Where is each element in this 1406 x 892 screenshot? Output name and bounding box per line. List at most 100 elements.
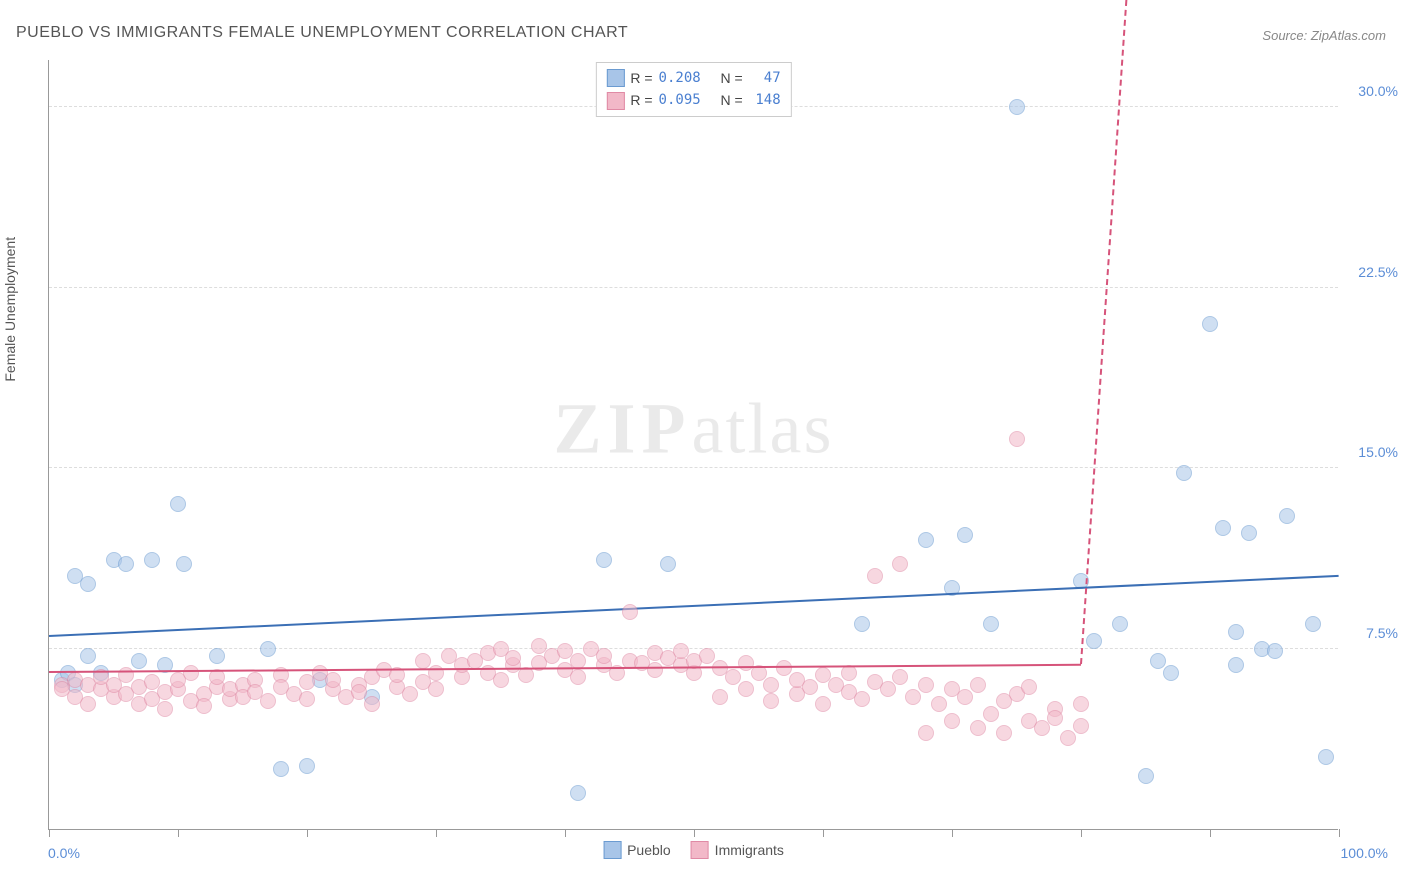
scatter-point (80, 648, 96, 664)
stat-n-label: N = (720, 89, 742, 111)
scatter-point (570, 653, 586, 669)
scatter-point (1021, 679, 1037, 695)
scatter-point (157, 701, 173, 717)
scatter-point (209, 648, 225, 664)
scatter-point (1163, 665, 1179, 681)
x-tick (1210, 829, 1211, 837)
chart-title: PUEBLO VS IMMIGRANTS FEMALE UNEMPLOYMENT… (16, 24, 628, 42)
scatter-point (80, 576, 96, 592)
scatter-point (428, 665, 444, 681)
stat-r-label: R = (630, 89, 652, 111)
legend-item: Immigrants (691, 841, 784, 859)
watermark-bold: ZIP (554, 389, 692, 469)
scatter-point (1112, 616, 1128, 632)
scatter-point (892, 556, 908, 572)
legend-stat-row: R = 0.208 N = 47 (606, 67, 780, 89)
y-axis-label: Female Unemployment (2, 237, 18, 382)
scatter-point (1150, 653, 1166, 669)
scatter-point (299, 691, 315, 707)
scatter-point (738, 681, 754, 697)
scatter-point (1305, 616, 1321, 632)
scatter-point (415, 653, 431, 669)
source-attribution: Source: ZipAtlas.com (1262, 28, 1386, 43)
scatter-point (944, 713, 960, 729)
scatter-point (118, 667, 134, 683)
scatter-point (763, 693, 779, 709)
x-tick (952, 829, 953, 837)
watermark: ZIPatlas (554, 388, 834, 471)
scatter-point (260, 641, 276, 657)
scatter-point (867, 568, 883, 584)
legend-label: Immigrants (715, 842, 784, 858)
scatter-point (325, 672, 341, 688)
x-tick (694, 829, 695, 837)
legend-swatch (691, 841, 709, 859)
scatter-point (273, 761, 289, 777)
scatter-point (918, 677, 934, 693)
scatter-point (918, 532, 934, 548)
scatter-point (1202, 316, 1218, 332)
stat-r-label: R = (630, 67, 652, 89)
legend-item: Pueblo (603, 841, 671, 859)
scatter-point (176, 556, 192, 572)
x-tick (436, 829, 437, 837)
trend-line-dashed (1080, 0, 1340, 664)
scatter-point (1073, 718, 1089, 734)
scatter-point (1228, 657, 1244, 673)
scatter-point (880, 681, 896, 697)
scatter-point (763, 677, 779, 693)
scatter-point (1086, 633, 1102, 649)
scatter-point (170, 496, 186, 512)
gridline (49, 648, 1338, 649)
scatter-point (493, 672, 509, 688)
plot-area: ZIPatlas R = 0.208 N = 47R = 0.095 N = 1… (48, 60, 1338, 830)
legend-stats: R = 0.208 N = 47R = 0.095 N = 148 (595, 62, 791, 117)
scatter-point (1228, 624, 1244, 640)
scatter-point (351, 684, 367, 700)
scatter-point (957, 689, 973, 705)
gridline (49, 467, 1338, 468)
x-tick (178, 829, 179, 837)
y-tick-label: 22.5% (1358, 264, 1398, 280)
scatter-point (802, 679, 818, 695)
x-tick (565, 829, 566, 837)
scatter-point (712, 689, 728, 705)
trend-line (49, 574, 1339, 636)
x-axis-max-label: 100.0% (1341, 845, 1388, 861)
scatter-point (622, 604, 638, 620)
y-tick-label: 7.5% (1366, 625, 1398, 641)
legend-series: Pueblo Immigrants (603, 841, 784, 859)
scatter-point (1215, 520, 1231, 536)
chart-container: PUEBLO VS IMMIGRANTS FEMALE UNEMPLOYMENT… (0, 0, 1406, 892)
scatter-point (505, 650, 521, 666)
stat-r-value: 0.208 (659, 67, 701, 89)
scatter-point (970, 677, 986, 693)
scatter-point (1318, 749, 1334, 765)
scatter-point (647, 662, 663, 678)
scatter-point (892, 669, 908, 685)
legend-label: Pueblo (627, 842, 671, 858)
scatter-point (854, 691, 870, 707)
legend-swatch (603, 841, 621, 859)
scatter-point (1267, 643, 1283, 659)
scatter-point (570, 785, 586, 801)
x-tick (1081, 829, 1082, 837)
scatter-point (725, 669, 741, 685)
x-tick (307, 829, 308, 837)
scatter-point (970, 720, 986, 736)
scatter-point (183, 665, 199, 681)
source-name: ZipAtlas.com (1311, 28, 1386, 43)
scatter-point (1241, 525, 1257, 541)
stat-n-label: N = (720, 67, 742, 89)
scatter-point (660, 556, 676, 572)
gridline (49, 287, 1338, 288)
scatter-point (957, 527, 973, 543)
scatter-point (1073, 696, 1089, 712)
scatter-point (80, 696, 96, 712)
legend-stat-row: R = 0.095 N = 148 (606, 89, 780, 111)
scatter-point (364, 696, 380, 712)
y-tick-label: 30.0% (1358, 83, 1398, 99)
scatter-point (1176, 465, 1192, 481)
scatter-point (299, 758, 315, 774)
scatter-point (570, 669, 586, 685)
